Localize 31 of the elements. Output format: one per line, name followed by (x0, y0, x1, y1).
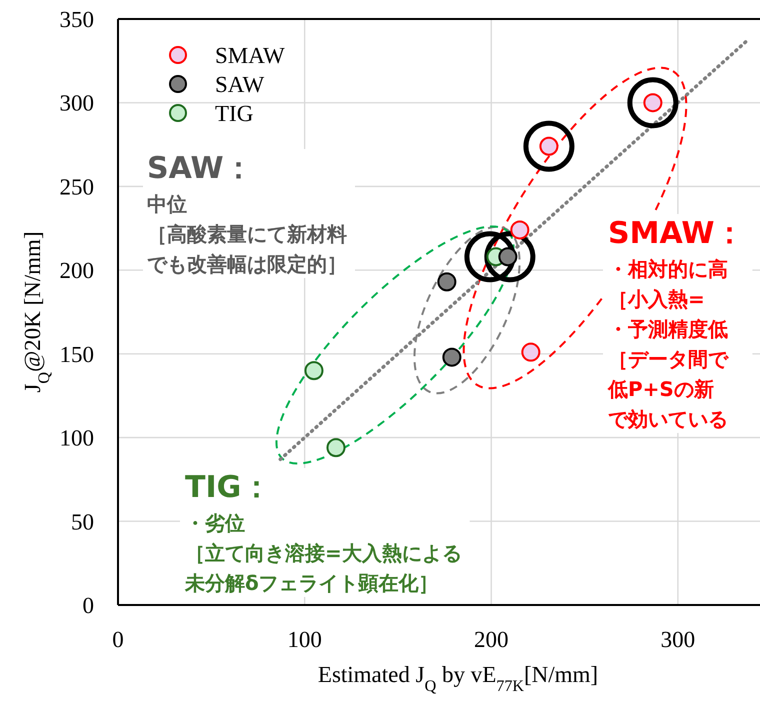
x-tick-label: 200 (474, 627, 509, 652)
annotation: TIG： (185, 470, 272, 505)
annotation: 低P+Sの新 (607, 377, 714, 401)
x-axis-title: Estimated J$_{Q}$ by vE$_{77K}$[N/mm] (318, 662, 598, 694)
y-tick-label: 300 (60, 90, 94, 116)
annotation: でも改善幅は限定的］ (147, 252, 347, 276)
x-tick-label: 300 (660, 627, 696, 652)
annotation: ・相対的に高 (608, 257, 728, 281)
y-tick-label: 150 (60, 342, 94, 367)
annotation: ・劣位 (185, 511, 245, 535)
x-tick-label: 100 (287, 627, 322, 652)
legend-label: SAW (215, 72, 265, 97)
y-tick-label: 350 (60, 7, 94, 32)
legend-label: TIG (215, 101, 254, 126)
annotation: 未分解δフェライト顕在化］ (184, 571, 439, 595)
y-tick-label: 100 (60, 426, 94, 451)
annotation: ［立て向き溶接=大入熱による (185, 541, 462, 565)
annotation: で効いている (608, 407, 728, 431)
x-tick-label: 0 (112, 627, 124, 652)
annotation: ［小入熱= (608, 287, 705, 311)
annotation: SMAW： (608, 216, 744, 251)
y-tick-label: 250 (60, 174, 94, 200)
legend-label: SMAW (215, 43, 286, 68)
annotation: 中位 (147, 192, 187, 216)
annotation: SAW： (147, 151, 254, 186)
y-tick-label: 50 (71, 509, 94, 534)
annotation: ・予測精度低 (608, 317, 728, 341)
y-tick-label: 200 (60, 258, 94, 284)
annotation: ［データ間で (608, 347, 729, 371)
y-tick-label: 0 (82, 593, 94, 618)
annotation: ［高酸素量にて新材料 (147, 222, 347, 246)
